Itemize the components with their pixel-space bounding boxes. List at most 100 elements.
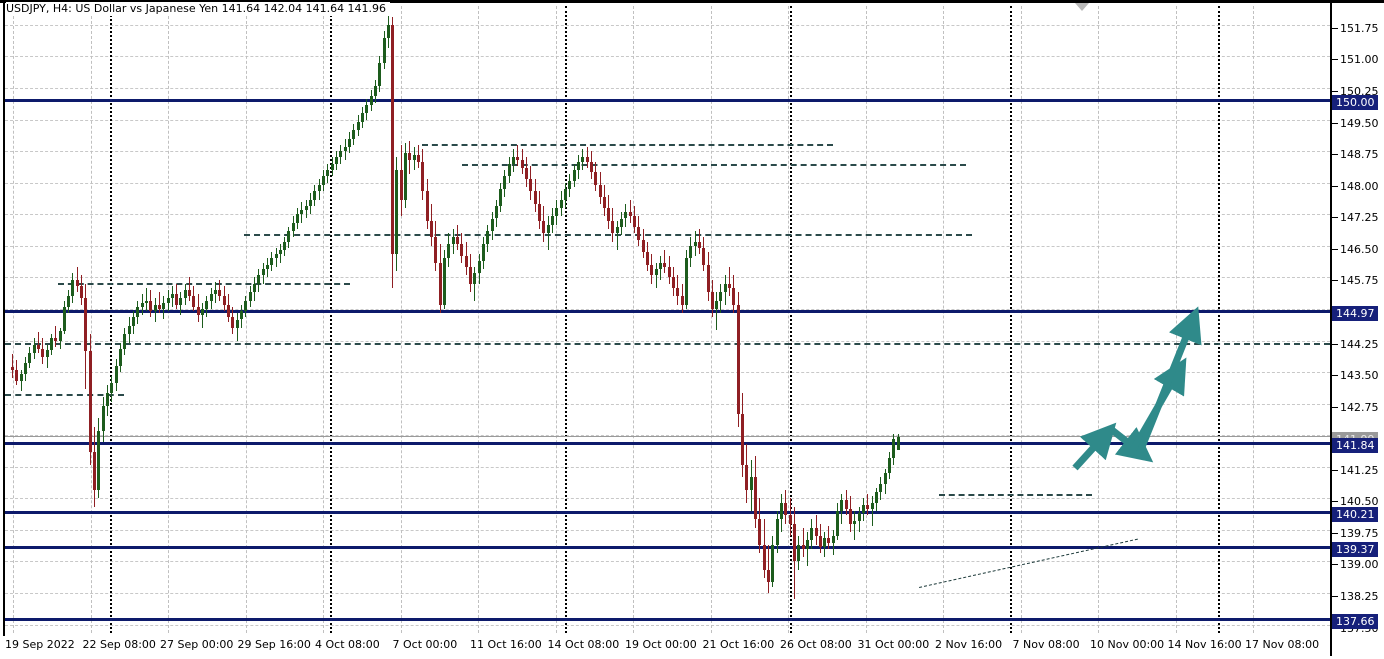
price-level-line — [5, 617, 1330, 621]
axis-tick — [1332, 280, 1338, 282]
price-level-tag[interactable]: 139.37 — [1332, 541, 1378, 557]
gridline-v — [400, 6, 402, 633]
axis-tick — [1332, 59, 1338, 61]
price-level-tag[interactable]: 137.66 — [1332, 613, 1378, 629]
candle-body — [201, 308, 205, 316]
candle-body — [317, 184, 321, 192]
candle-body — [650, 264, 654, 276]
price-level-line — [5, 441, 1330, 445]
gridline-h — [5, 403, 1330, 405]
candle-body — [559, 199, 563, 208]
axis-tick-label: 144.25 — [1340, 337, 1379, 351]
price-level-line — [5, 545, 1330, 549]
candle-body — [844, 500, 848, 509]
candle-body — [546, 224, 550, 234]
candle-body — [170, 294, 174, 299]
candle-body — [771, 544, 775, 583]
price-level-tag[interactable]: 140.21 — [1332, 506, 1378, 522]
price-level-line — [5, 310, 1330, 314]
candle-body — [801, 544, 805, 549]
candle-body — [473, 273, 477, 284]
candle-wick — [37, 332, 39, 354]
candle-body — [386, 24, 390, 38]
candle-body — [421, 161, 425, 192]
price-level-line — [5, 435, 1330, 437]
candle-body — [775, 519, 779, 545]
gridline-h — [5, 561, 1330, 563]
candle-body — [157, 304, 161, 309]
candle-body — [93, 452, 97, 490]
candle-body — [214, 290, 218, 295]
gridline-h — [5, 466, 1330, 468]
price-axis[interactable]: 151.75 151.00 150.25 149.50 148.75 148.00 147.… — [1332, 3, 1384, 656]
candle-body — [438, 262, 442, 305]
candle-body — [45, 350, 49, 358]
candle-body — [754, 477, 758, 520]
candle-body — [378, 62, 382, 86]
gridline-v — [943, 6, 944, 633]
candle-body — [209, 294, 213, 301]
candle-body — [697, 241, 701, 248]
candle-body — [127, 325, 131, 335]
time-axis[interactable]: 19 Sep 2022 22 Sep 08:00 27 Sep 00:00 29 Se… — [0, 636, 1330, 659]
candle-wick — [664, 250, 666, 274]
candle-wick — [474, 266, 476, 301]
candle-body — [676, 287, 680, 297]
candle-body — [615, 226, 619, 234]
sr-level-line — [5, 343, 1330, 346]
candle-body — [732, 287, 736, 305]
candle-body — [23, 362, 27, 375]
candle-body — [659, 262, 662, 269]
gridline-h — [5, 308, 1330, 310]
candle-body — [391, 24, 395, 255]
candle-body — [110, 382, 114, 394]
candle-body — [481, 243, 485, 261]
candle-body — [896, 436, 900, 451]
axis-tick — [1332, 91, 1338, 93]
candle-body — [283, 241, 287, 251]
candle-body — [149, 300, 153, 312]
week-separator — [1218, 6, 1220, 633]
candle-body — [555, 207, 559, 217]
time-axis-label: 7 Nov 08:00 — [1012, 638, 1080, 651]
axis-tick-label: 139.00 — [1340, 558, 1379, 572]
candle-body — [762, 544, 766, 570]
candle-body — [607, 207, 611, 221]
price-plot-area[interactable] — [5, 6, 1330, 633]
week-separator — [790, 6, 792, 633]
gridline-h — [5, 340, 1330, 342]
candle-body — [222, 296, 226, 305]
candle-body — [486, 231, 490, 244]
candle-body — [425, 191, 429, 221]
candle-body — [455, 237, 459, 244]
candle-body — [119, 348, 122, 366]
candle-body — [356, 121, 360, 131]
candle-body — [581, 157, 585, 162]
gridline-v — [788, 6, 789, 633]
candle-body — [784, 502, 788, 516]
candle-body — [538, 203, 542, 221]
candle-body — [196, 306, 200, 316]
candle-body — [818, 536, 822, 547]
gridline-v — [865, 6, 867, 633]
candle-wick — [802, 527, 804, 558]
price-level-tag[interactable]: 150.00 — [1332, 94, 1378, 110]
candle-body — [192, 296, 196, 307]
candle-wick — [832, 529, 834, 556]
price-level-tag[interactable]: 144.97 — [1332, 306, 1378, 322]
gridline-h — [5, 24, 1330, 26]
gridline-v — [13, 6, 14, 633]
price-level-tag[interactable]: 141.84 — [1332, 437, 1378, 453]
candle-body — [853, 521, 857, 524]
candle-body — [598, 184, 602, 198]
candle-body — [62, 306, 66, 331]
gridline-v — [90, 6, 92, 633]
candle-body — [71, 279, 75, 297]
gridline-v — [1020, 6, 1022, 633]
candle-body — [58, 330, 62, 341]
candle-body — [464, 256, 468, 267]
candle-body — [404, 153, 408, 200]
candle-body — [490, 218, 494, 232]
candle-body — [434, 237, 438, 263]
candle-wick — [806, 532, 808, 566]
